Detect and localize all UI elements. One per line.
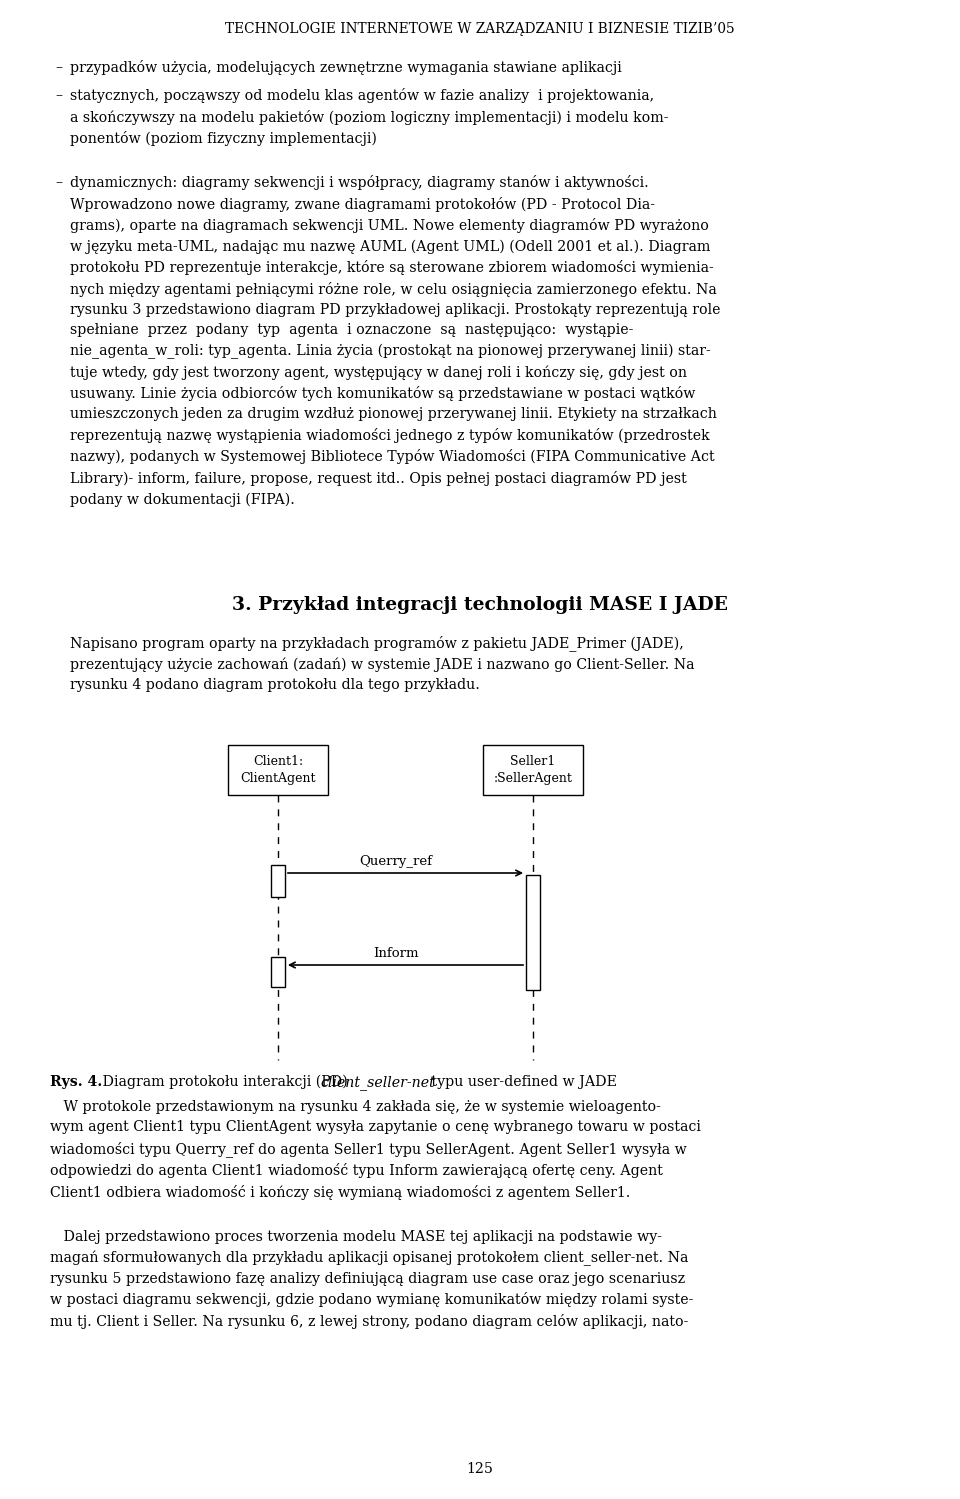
Text: Rys. 4.: Rys. 4. (50, 1075, 103, 1088)
Text: –: – (55, 60, 62, 73)
Text: 3. Przykład integracji technologii MASE I JADE: 3. Przykład integracji technologii MASE … (232, 597, 728, 615)
Text: 125: 125 (467, 1462, 493, 1477)
Text: Napisano program oparty na przykładach programów z pakietu JADE_Primer (JADE),
p: Napisano program oparty na przykładach p… (70, 636, 694, 691)
Text: typu user-defined w JADE: typu user-defined w JADE (427, 1075, 617, 1088)
Text: Querry_ref: Querry_ref (359, 854, 432, 868)
Text: Diagram protokołu interakcji (PD): Diagram protokołu interakcji (PD) (98, 1075, 352, 1090)
Text: –: – (55, 88, 62, 102)
Text: przypadków użycia, modelujących zewnętrzne wymagania stawiane aplikacji: przypadków użycia, modelujących zewnętrz… (70, 60, 622, 75)
Text: W protokole przedstawionym na rysunku 4 zakłada się, że w systemie wieloagento-
: W protokole przedstawionym na rysunku 4 … (50, 1100, 701, 1199)
Bar (271, 865, 285, 896)
Bar (271, 956, 285, 986)
Text: statycznych, począwszy od modelu klas agentów w fazie analizy  i projektowania,
: statycznych, począwszy od modelu klas ag… (70, 88, 668, 147)
Text: –: – (55, 175, 62, 189)
Bar (483, 745, 583, 794)
Bar (228, 745, 328, 794)
Text: Dalej przedstawiono proces tworzenia modelu MASE tej aplikacji na podstawie wy-
: Dalej przedstawiono proces tworzenia mod… (50, 1231, 693, 1330)
Text: dynamicznych: diagramy sekwencji i współpracy, diagramy stanów i aktywności.
Wpr: dynamicznych: diagramy sekwencji i współ… (70, 175, 721, 507)
Text: TECHNOLOGIE INTERNETOWE W ZARZĄDZANIU I BIZNESIE TIZIB’05: TECHNOLOGIE INTERNETOWE W ZARZĄDZANIU I … (226, 22, 734, 36)
Text: Inform: Inform (372, 947, 419, 959)
Text: Client1:
ClientAgent: Client1: ClientAgent (240, 755, 316, 785)
Bar (526, 875, 540, 989)
Text: client_seller-net: client_seller-net (320, 1075, 435, 1090)
Text: Seller1
:SellerAgent: Seller1 :SellerAgent (493, 755, 572, 785)
